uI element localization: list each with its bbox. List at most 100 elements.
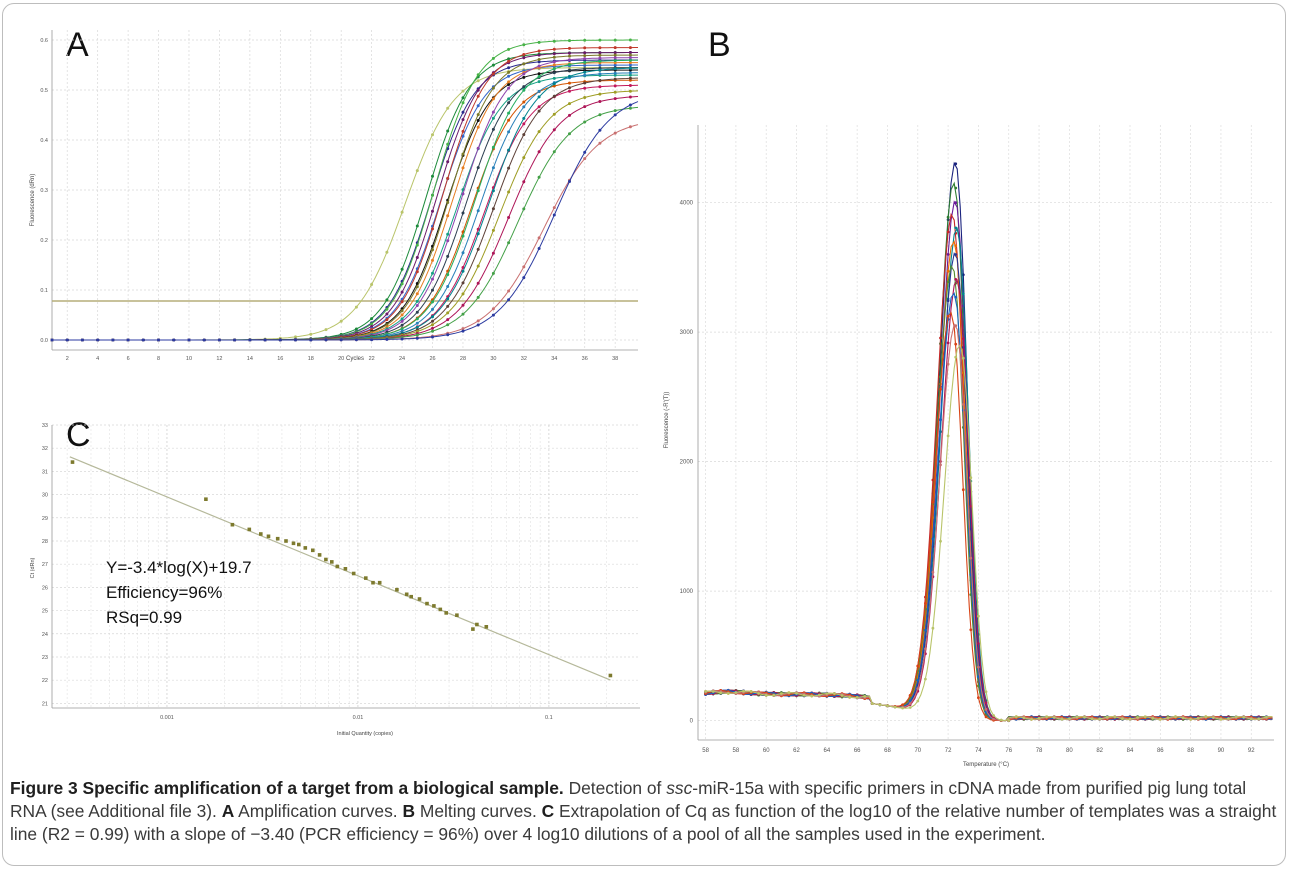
panel-a-curve-point — [461, 192, 465, 196]
panel-c-x-tick-label: 0.01 — [353, 715, 364, 721]
panel-a-curve-point — [370, 317, 374, 321]
panel-b-curve-point — [1105, 715, 1109, 719]
panel-a-curve-point — [476, 189, 480, 193]
panel-b-y-tick-label: 3000 — [680, 330, 694, 336]
panel-a-curve-point — [583, 60, 587, 64]
panel-c-point — [317, 553, 322, 557]
panel-a-curve-point — [50, 338, 54, 342]
panel-a-curve-point — [461, 101, 465, 105]
panel-a-curve-point — [583, 70, 587, 74]
panel-b-x-tick-label: 60 — [763, 748, 770, 754]
panel-b-x-tick-label: 72 — [945, 748, 952, 754]
panel-b-curve-point — [916, 679, 920, 682]
panel-c-y-tick-label: 28 — [42, 539, 48, 545]
panel-b-curve-point — [969, 556, 973, 560]
panel-b-curve-point — [901, 703, 904, 707]
panel-a-curve-point — [613, 67, 617, 71]
panel-b-curve-point — [939, 463, 942, 467]
panel-b-curve-point — [855, 696, 859, 699]
panel-b-curve-point — [916, 699, 920, 703]
panel-a-curve-point — [552, 84, 556, 88]
panel-a-curve-point — [415, 243, 419, 247]
panel-a-curve-point — [461, 303, 465, 307]
panel-a-curve-point — [415, 304, 419, 307]
panel-b-curve-point — [954, 324, 958, 328]
panel-a-curve-point — [598, 128, 602, 132]
panel-a-curve-point — [507, 59, 511, 63]
panel-b-curve-point — [1219, 717, 1223, 721]
panel-b-x-tick-label: 88 — [1187, 748, 1194, 754]
panel-b-x-tick-label: 68 — [884, 748, 891, 754]
panel-b-curve-point — [908, 693, 912, 697]
panel-b-curve — [705, 200, 1273, 722]
panel-b-y-ticks: 0 1000 2000 3000 4000 — [680, 201, 694, 725]
panel-a-curve-point — [446, 160, 450, 164]
panel-a-curve-point — [385, 250, 389, 254]
panel-a-curve-point — [476, 73, 480, 77]
panel-a-curve-point — [400, 210, 404, 214]
panel-a-curve-point — [522, 100, 526, 104]
panel-a-curve-point — [568, 58, 571, 62]
panel-a-curve-point — [613, 53, 617, 57]
panel-a-curve-point — [537, 53, 541, 57]
panel-b-axes — [697, 125, 1274, 741]
panel-a-x-tick-label: 30 — [490, 356, 496, 362]
panel-c-point — [351, 571, 356, 576]
panel-a-curve-point — [476, 227, 480, 231]
panel-a-curve-point — [294, 335, 297, 339]
panel-b-curve-point — [719, 691, 723, 695]
panel-a-y-tick-label: 0.6 — [40, 38, 48, 44]
panel-b-curve-point — [757, 692, 760, 695]
panel-a-curve-point — [628, 53, 632, 57]
panel-a-curve-point — [370, 325, 374, 328]
panel-a-curve-point — [583, 120, 587, 124]
panel-b-curve-point — [1128, 717, 1132, 721]
panel-b-curve-point — [939, 418, 942, 422]
panel-a-x-tick-label: 28 — [460, 356, 466, 362]
panel-a-curve — [52, 59, 638, 341]
panel-a-curve-point — [598, 59, 602, 63]
panel-a-curve-point — [431, 258, 434, 262]
panel-a-curve-point — [537, 130, 541, 134]
panel-c-point — [343, 567, 348, 571]
panel-a-curve-point — [491, 97, 495, 101]
panel-a-curve-point — [552, 128, 556, 132]
panel-a-curve-point — [507, 97, 511, 101]
panel-c-point — [303, 546, 308, 550]
panel-b-curve-point — [924, 647, 927, 651]
panel-a-curve-point — [522, 53, 526, 56]
panel-a-curve-point — [522, 105, 526, 109]
panel-a-curve-point — [583, 57, 587, 61]
panel-a-curve-point — [400, 282, 404, 286]
panel-b-curve-point — [924, 601, 927, 605]
panel-a-curve-point — [522, 180, 526, 184]
panel-b-curve-point — [1022, 716, 1026, 720]
panel-a-curve-point — [491, 56, 495, 60]
panel-a-gridlines — [52, 30, 638, 350]
panel-b-curve-point — [795, 692, 798, 695]
panel-a-curve-point — [324, 328, 328, 332]
panel-a-y-tick-label: 0.3 — [40, 188, 48, 194]
panel-a-curve-point — [431, 329, 434, 333]
panel-a-curve-point — [628, 51, 632, 54]
panel-c-x-ticks: 0.001 0.01 0.1 — [160, 715, 553, 721]
panel-a-curve-point — [568, 74, 571, 78]
panel-a-curve-point — [461, 96, 465, 100]
panel-a-curve-point — [461, 327, 465, 331]
panel-a-curve-point — [461, 166, 465, 170]
panel-a-curve-point — [628, 61, 632, 65]
panel-a-curve-point — [415, 310, 419, 314]
panel-b-curve-point — [734, 691, 738, 694]
panel-a-curve-point — [476, 94, 480, 98]
panel-c-y-tick-label: 33 — [42, 423, 48, 429]
panel-a-curve-point — [476, 295, 480, 299]
panel-a-curve-point — [537, 247, 541, 250]
panel-a-curve-point — [507, 241, 511, 245]
panel-c-point — [291, 541, 296, 546]
panel-a-curve-point — [415, 336, 419, 340]
panel-a-curve-point — [628, 125, 632, 129]
panel-a-curve-point — [491, 110, 495, 114]
panel-b-curve-point — [924, 677, 927, 681]
panel-c-regression-line — [69, 456, 611, 681]
panel-a-curve — [52, 59, 639, 341]
